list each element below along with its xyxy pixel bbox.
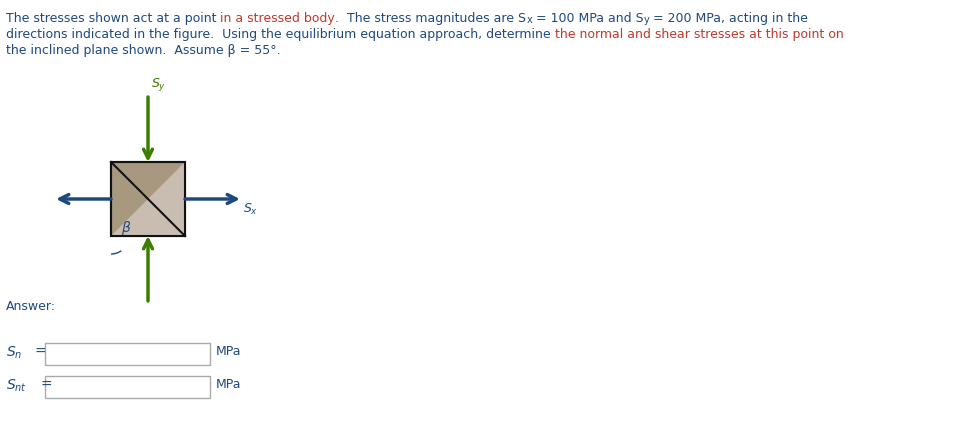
Text: directions indicated in the figure.  Using the equilibrium equation approach, de: directions indicated in the figure. Usin…: [6, 28, 555, 41]
Text: $\beta$: $\beta$: [121, 219, 131, 237]
Text: $S_{nt}$: $S_{nt}$: [6, 377, 27, 393]
Text: Answer:: Answer:: [6, 299, 56, 312]
Text: The stresses shown act at a point: The stresses shown act at a point: [6, 12, 221, 25]
Text: the normal and shear stresses at this point on: the normal and shear stresses at this po…: [555, 28, 844, 41]
Polygon shape: [111, 162, 185, 237]
Text: .  The stress magnitudes are S: . The stress magnitudes are S: [335, 12, 526, 25]
Text: = 100 MPa and S: = 100 MPa and S: [532, 12, 643, 25]
Text: MPa: MPa: [216, 377, 242, 390]
FancyArrowPatch shape: [185, 195, 236, 204]
Text: x: x: [526, 15, 532, 25]
Text: $S_x$: $S_x$: [243, 201, 258, 217]
Text: =: =: [40, 377, 52, 391]
FancyArrowPatch shape: [60, 195, 111, 204]
FancyBboxPatch shape: [45, 376, 210, 398]
Text: $S_y$: $S_y$: [151, 76, 167, 93]
Text: $S_n$: $S_n$: [6, 344, 22, 360]
Polygon shape: [111, 162, 185, 237]
FancyBboxPatch shape: [45, 343, 210, 365]
FancyArrowPatch shape: [143, 240, 152, 301]
Text: in a stressed body: in a stressed body: [221, 12, 335, 25]
FancyArrowPatch shape: [143, 98, 152, 159]
Text: y: y: [643, 15, 649, 25]
Text: MPa: MPa: [216, 344, 242, 357]
Text: the inclined plane shown.  Assume β = 55°.: the inclined plane shown. Assume β = 55°…: [6, 44, 280, 57]
Text: = 200 MPa, acting in the: = 200 MPa, acting in the: [649, 12, 808, 25]
Text: =: =: [34, 344, 45, 358]
